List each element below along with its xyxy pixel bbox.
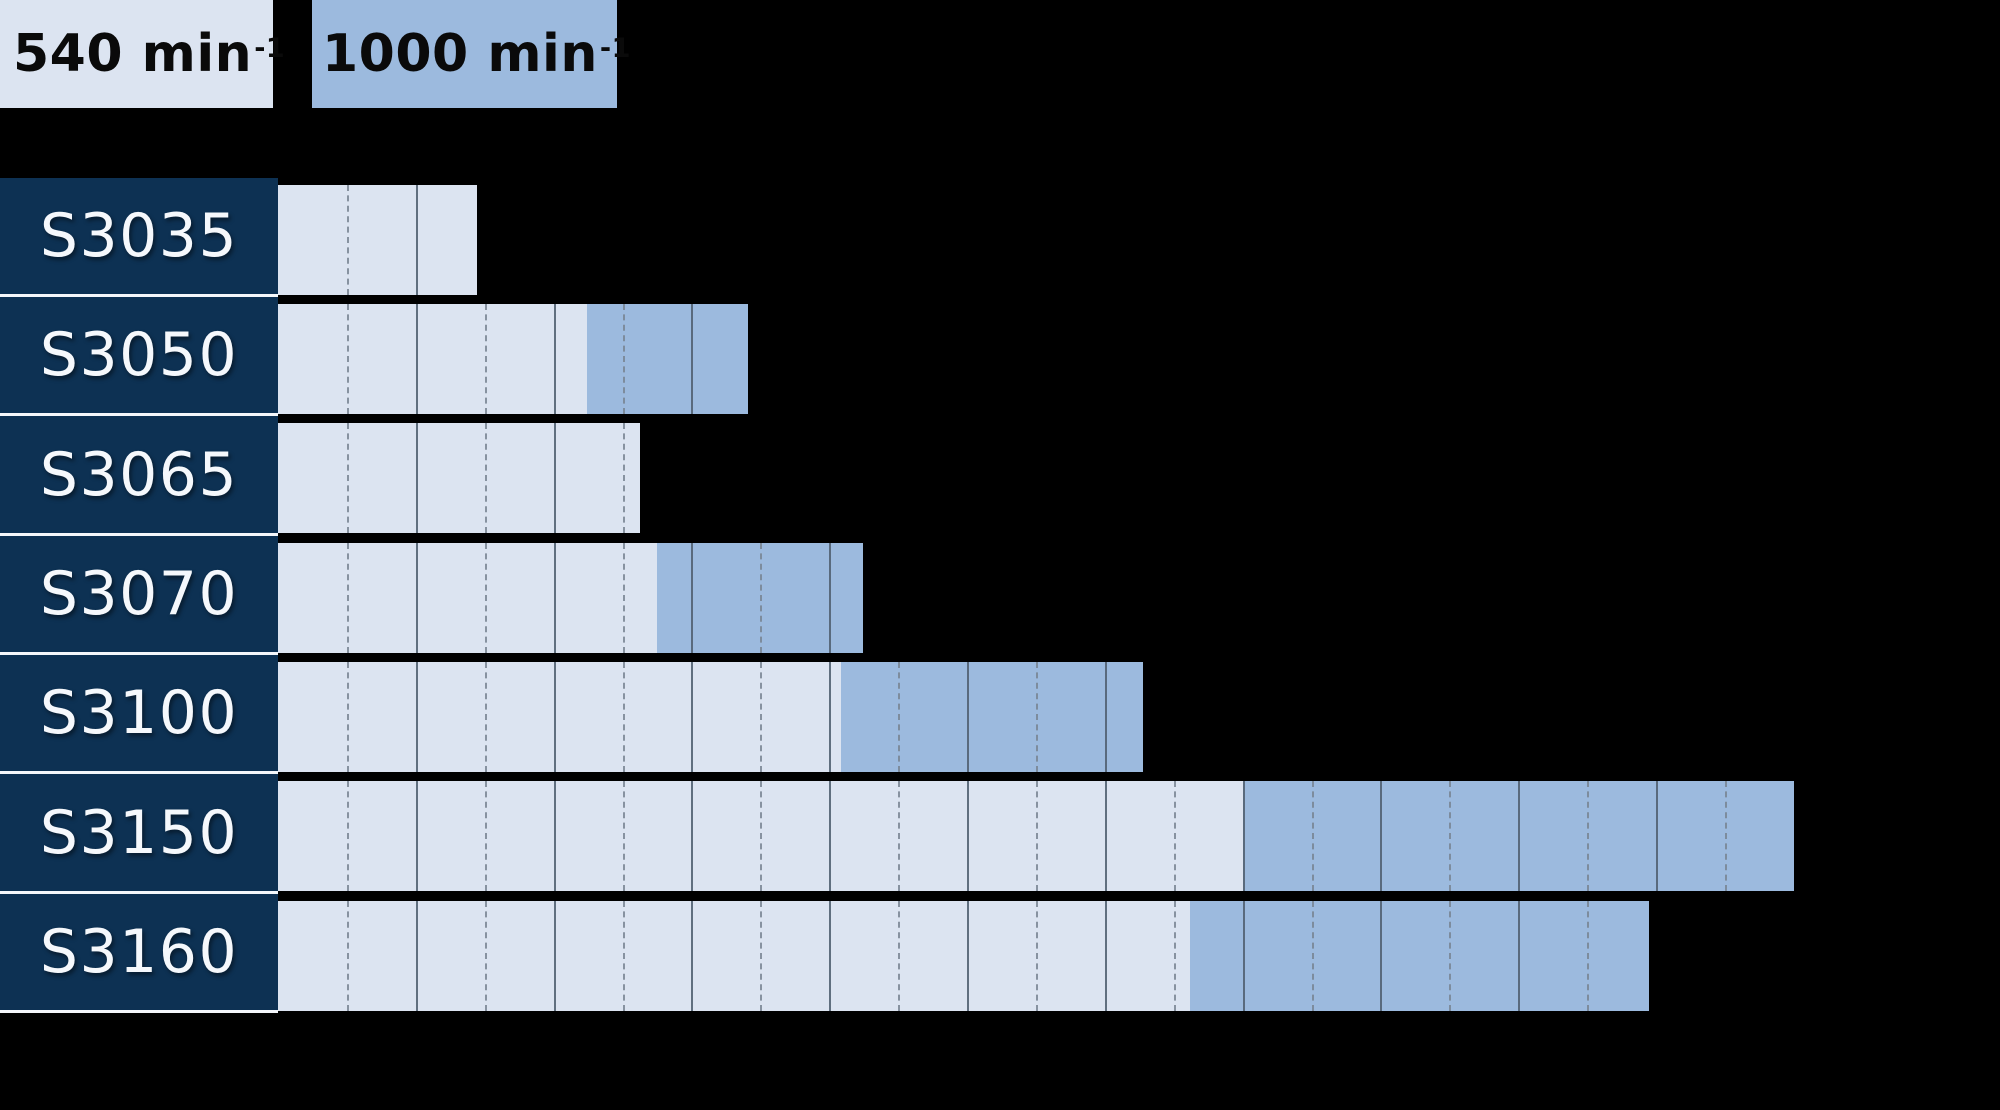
gridline-solid [829, 900, 832, 1011]
gridline-dashed [346, 662, 349, 773]
gridline-solid [553, 662, 556, 773]
legend-540-exponent: -1 [254, 32, 286, 64]
gridline-solid [553, 781, 556, 892]
gridline-solid [691, 900, 694, 1011]
legend-540-label: 540 min-1 [13, 24, 286, 84]
gridline-dashed [346, 900, 349, 1011]
gridline-solid [553, 423, 556, 534]
bar-540-S3035 [278, 184, 478, 295]
gridline-dashed [760, 900, 763, 1011]
gridline-dashed [1035, 662, 1038, 773]
gridline-solid [415, 900, 418, 1011]
bar-540-S3160 [278, 900, 1190, 1011]
row-label-S3035: S3035 [0, 177, 278, 297]
gridline-dashed [1173, 781, 1176, 892]
row-label-S3070: S3070 [0, 535, 278, 655]
gridline-solid [1518, 900, 1521, 1011]
gridline-dashed [346, 184, 349, 295]
bar-540-S3070 [278, 542, 657, 653]
gridline-solid [967, 781, 969, 892]
bar-1000-S3160 [1189, 900, 1650, 1011]
gridline-dashed [622, 900, 625, 1011]
legend-1000-label: 1000 min-1 [322, 24, 631, 84]
gridline-solid [829, 781, 832, 892]
gridline-dashed [484, 900, 487, 1011]
bar-540-S3065 [278, 423, 640, 534]
gridline-dashed [1035, 781, 1038, 892]
gridline-solid [829, 662, 832, 773]
gridline-solid [691, 304, 694, 414]
gridline-solid [553, 304, 556, 414]
legend-1000-exponent: -1 [599, 32, 631, 64]
gridline-solid [553, 900, 556, 1011]
gridline-solid [415, 184, 418, 295]
gridline-solid [967, 662, 969, 773]
gridline-solid [1380, 900, 1383, 1011]
gridline-dashed [346, 542, 349, 653]
bar-540-S3100 [278, 662, 841, 773]
gridline-dashed [484, 781, 487, 892]
gridline-solid [415, 662, 418, 773]
bar-540-S3050 [278, 304, 587, 414]
gridline-dashed [346, 304, 349, 414]
gridline-dashed [346, 781, 349, 892]
gridline-dashed [898, 900, 901, 1011]
gridline-dashed [1311, 781, 1314, 892]
gridline-solid [1104, 900, 1107, 1011]
gridline-solid [1518, 781, 1521, 892]
bar-1000-S3050 [586, 304, 748, 414]
row-label-S3150: S3150 [0, 774, 278, 894]
gridline-dashed [622, 304, 625, 414]
gridline-dashed [484, 423, 487, 534]
gridline-dashed [622, 423, 625, 534]
gridline-dashed [898, 781, 901, 892]
gridline-solid [1242, 781, 1245, 892]
gridline-dashed [760, 662, 763, 773]
gridline-solid [553, 542, 556, 653]
gridline-solid [967, 900, 969, 1011]
bar-1000-S3100 [840, 662, 1144, 773]
gridline-dashed [1587, 900, 1590, 1011]
gridline-dashed [1724, 781, 1727, 892]
bar-1000-S3070 [657, 542, 863, 653]
legend-item-540: 540 min-1 [0, 0, 285, 108]
gridline-dashed [1449, 900, 1452, 1011]
gridline-solid [691, 542, 694, 653]
gridline-solid [415, 542, 418, 653]
row-label-S3100: S3100 [0, 655, 278, 775]
gridline-solid [415, 781, 418, 892]
gridline-solid [691, 781, 694, 892]
gridline-dashed [484, 542, 487, 653]
gridline-dashed [1173, 900, 1176, 1011]
row-label-S3065: S3065 [0, 416, 278, 536]
legend-item-1000: 1000 min-1 [312, 0, 630, 108]
gridline-solid [829, 542, 832, 653]
gridline-dashed [1035, 900, 1038, 1011]
gridline-dashed [346, 423, 349, 534]
gridline-dashed [760, 542, 763, 653]
row-label-S3160: S3160 [0, 893, 278, 1013]
gridline-dashed [622, 781, 625, 892]
gridline-dashed [484, 662, 487, 773]
row-label-S3050: S3050 [0, 297, 278, 417]
gridline-solid [415, 423, 418, 534]
gridline-solid [1242, 900, 1245, 1011]
gridline-dashed [898, 662, 901, 773]
gridline-solid [1656, 781, 1658, 892]
gridline-solid [415, 304, 418, 414]
gridline-dashed [1449, 781, 1452, 892]
gridline-dashed [1587, 781, 1590, 892]
gridline-solid [691, 662, 694, 773]
gridline-dashed [622, 542, 625, 653]
gridline-dashed [1311, 900, 1314, 1011]
gridline-dashed [622, 662, 625, 773]
gridline-solid [1380, 781, 1383, 892]
gridline-solid [1104, 781, 1107, 892]
gridline-dashed [484, 304, 487, 414]
gridline-dashed [760, 781, 763, 892]
gridline-solid [1104, 662, 1107, 773]
